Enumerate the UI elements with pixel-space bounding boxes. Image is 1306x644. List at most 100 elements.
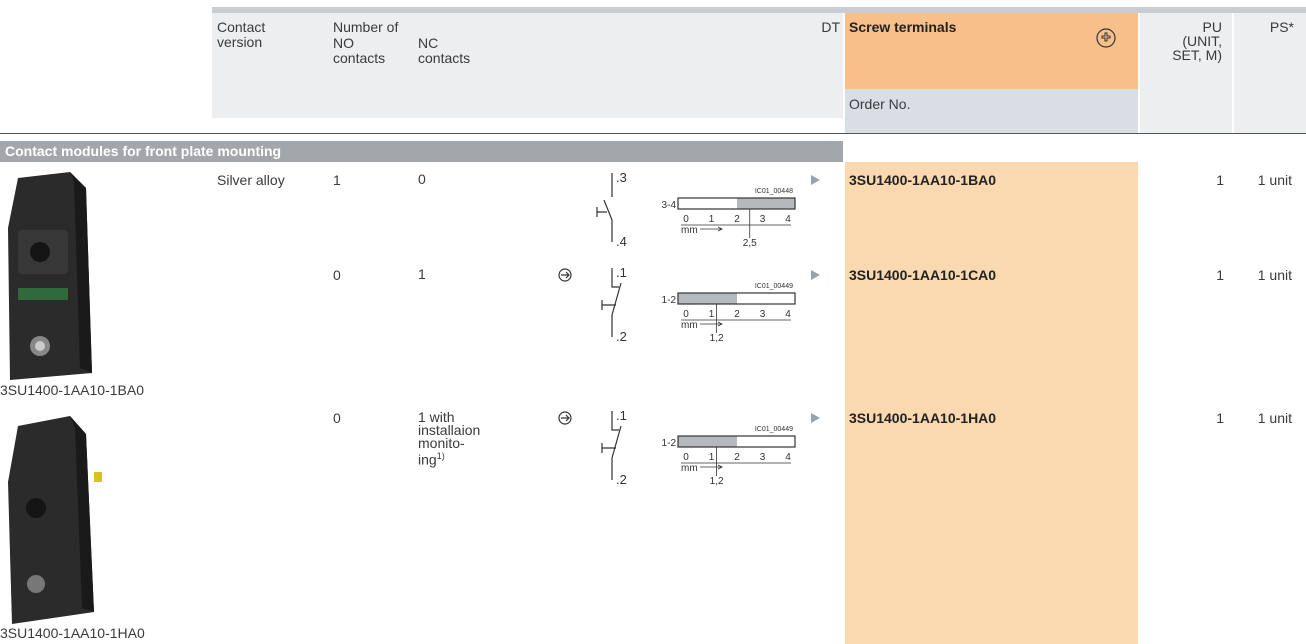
scale-unit: mm [681, 320, 698, 331]
scale-label: 4 [785, 309, 791, 320]
scale-label: 0 [683, 214, 689, 225]
header-order-no: Order No. [849, 96, 911, 112]
nc-contacts: 1 with installaion monito-ing1) [418, 409, 480, 468]
contact-diagram: .1 .2 1-2 IC01_00449 0 1 2 3 4 mm 1,2 [558, 408, 820, 487]
screw-header [845, 13, 1138, 89]
scale-label: 2 [734, 452, 740, 463]
positive-opening-arrow [561, 414, 570, 422]
travel-box [677, 197, 796, 210]
scale-arrow [700, 321, 723, 327]
nc-contacts: 0 [418, 171, 426, 187]
ps-header [1234, 13, 1306, 134]
scale-label: 0 [683, 452, 689, 463]
travel-shade [737, 198, 795, 209]
terminal-label: .2 [616, 472, 627, 487]
header-rule [0, 133, 1306, 134]
travel-box [677, 292, 796, 305]
contact-diagram: .3 .4 3-4 IC01_00448 0 1 2 3 4 mm 2,5 [596, 170, 820, 249]
product-image-2 [8, 416, 102, 624]
scale-arrow [700, 464, 723, 470]
nc-line: 1 [418, 266, 426, 282]
image-caption: 3SU1400-1AA10-1HA0 [0, 625, 145, 641]
header-dt: DT [821, 19, 840, 35]
order-number: 3SU1400-1AA10-1BA0 [849, 172, 997, 188]
header-no: NO contacts [333, 35, 386, 66]
top-rule [212, 7, 1306, 13]
nc-contacts: 1 [418, 266, 426, 282]
header-pu-line: PU [1202, 19, 1222, 35]
travel-box [677, 435, 796, 448]
diagram-code: IC01_00449 [755, 283, 793, 290]
header-pu-line: SET, M) [1172, 47, 1222, 63]
dt-arrow [811, 175, 820, 185]
no-contacts: 0 [333, 410, 341, 426]
pu: 1 [1216, 410, 1224, 426]
travel-label: 1-2 [662, 295, 677, 306]
terminal-label: .2 [616, 329, 627, 344]
scale-label: 4 [785, 452, 791, 463]
scale-label: 0 [683, 309, 689, 320]
no-contacts: 1 [333, 172, 341, 188]
contact-symbol [596, 173, 613, 242]
screw-icon [1096, 28, 1116, 48]
diagram-code: IC01_00448 [755, 188, 793, 195]
header-pu: PU (UNIT, SET, M) [1140, 20, 1222, 62]
order-number: 3SU1400-1AA10-1CA0 [849, 267, 997, 283]
header-band [212, 13, 843, 118]
travel-label: 1-2 [662, 438, 677, 449]
diagram-code: IC01_00449 [755, 426, 793, 433]
header-pu-line: (UNIT, [1182, 33, 1222, 49]
order-column [845, 162, 1138, 644]
scale-label: 4 [785, 214, 791, 225]
scale-label: 1 [709, 309, 715, 320]
terminal-label: .1 [616, 408, 627, 423]
scale-label: 3 [760, 309, 766, 320]
positive-opening-icon [558, 268, 572, 282]
travel-label: 3-4 [662, 200, 677, 211]
scale-label: 1 [709, 452, 715, 463]
travel-shade [678, 293, 737, 304]
nc-line: monito- [418, 435, 465, 451]
nc-line: 1 with [418, 409, 455, 425]
header-nc: NC contacts [418, 35, 471, 66]
dt-arrow [811, 413, 820, 423]
contact-diagram: .1 .2 1-2 IC01_00449 0 1 2 3 4 mm 1,2 [558, 265, 820, 344]
no-contacts: 0 [333, 267, 341, 283]
scale-label: 1 [709, 214, 715, 225]
ps: 1 unit [1257, 172, 1292, 188]
header-contact-version: Contact version [217, 19, 266, 50]
header-number-of: Number of [333, 19, 399, 35]
section-bar [0, 141, 843, 162]
scale-unit: mm [681, 225, 698, 236]
switch-point-label: 2,5 [743, 238, 757, 249]
terminal-label: .4 [616, 234, 627, 249]
scale-label: 2 [734, 309, 740, 320]
contact-symbol [601, 268, 622, 337]
contact-symbol [601, 411, 622, 480]
pu-header [1140, 13, 1232, 134]
pu: 1 [1216, 172, 1224, 188]
switch-point-label: 1,2 [710, 476, 724, 487]
ps: 1 unit [1257, 267, 1292, 283]
ps: 1 unit [1257, 410, 1292, 426]
product-image-1 [8, 172, 92, 380]
positive-opening-icon [558, 411, 572, 425]
scale-label: 2 [734, 214, 740, 225]
switch-point-label: 1,2 [710, 333, 724, 344]
pu: 1 [1216, 267, 1224, 283]
travel-shade [678, 436, 737, 447]
order-header [845, 89, 1138, 134]
header-screw: Screw terminals [849, 19, 957, 35]
contact-version: Silver alloy [217, 172, 285, 188]
nc-line: 0 [418, 171, 426, 187]
scale-label: 3 [760, 214, 766, 225]
scale-label: 3 [760, 452, 766, 463]
header-ps: PS* [1269, 19, 1294, 35]
scale-arrow [700, 226, 723, 232]
scale-unit: mm [681, 463, 698, 474]
positive-opening-arrow [561, 271, 570, 279]
nc-line: ing1) [418, 451, 445, 468]
terminal-label: .3 [616, 170, 627, 185]
section-title: Contact modules for front plate mounting [5, 143, 282, 159]
